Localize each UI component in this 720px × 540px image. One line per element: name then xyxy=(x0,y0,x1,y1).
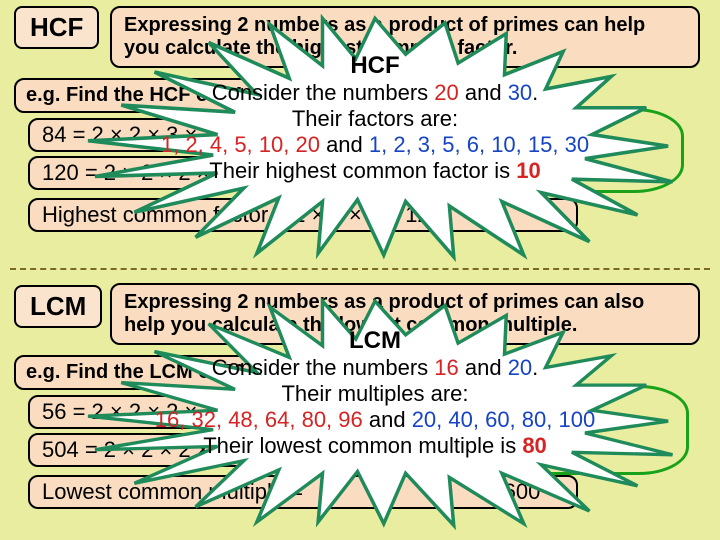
lcm-burst-answer-line: Their lowest common multiple is 80 xyxy=(90,433,660,459)
hcf-burst-answer-line: Their highest common factor is 10 xyxy=(90,158,660,184)
lcm-burst-line1: Consider the numbers 16 and 20. xyxy=(90,355,660,381)
section-divider xyxy=(10,268,710,270)
lcm-starburst: LCM Consider the numbers 16 and 20. Thei… xyxy=(60,297,690,532)
hcf-section: HCF Expressing 2 numbers as a product of… xyxy=(0,0,720,265)
hcf-starburst: HCF Consider the numbers 20 and 30. Thei… xyxy=(60,14,690,264)
hcf-burst-line2: Their factors are: xyxy=(90,106,660,132)
lcm-burst-text: LCM Consider the numbers 16 and 20. Thei… xyxy=(60,297,690,459)
hcf-burst-title: HCF xyxy=(90,52,660,80)
lcm-section: LCM Expressing 2 numbers as a product of… xyxy=(0,273,720,538)
hcf-burst-line1: Consider the numbers 20 and 30. xyxy=(90,80,660,106)
lcm-burst-line2: Their multiples are: xyxy=(90,381,660,407)
hcf-burst-text: HCF Consider the numbers 20 and 30. Thei… xyxy=(60,14,690,184)
lcm-burst-title: LCM xyxy=(90,327,660,355)
lcm-burst-multiples: 16, 32, 48, 64, 80, 96 and 20, 40, 60, 8… xyxy=(90,407,660,433)
hcf-burst-factors: 1, 2, 4, 5, 10, 20 and 1, 2, 3, 5, 6, 10… xyxy=(90,132,660,158)
